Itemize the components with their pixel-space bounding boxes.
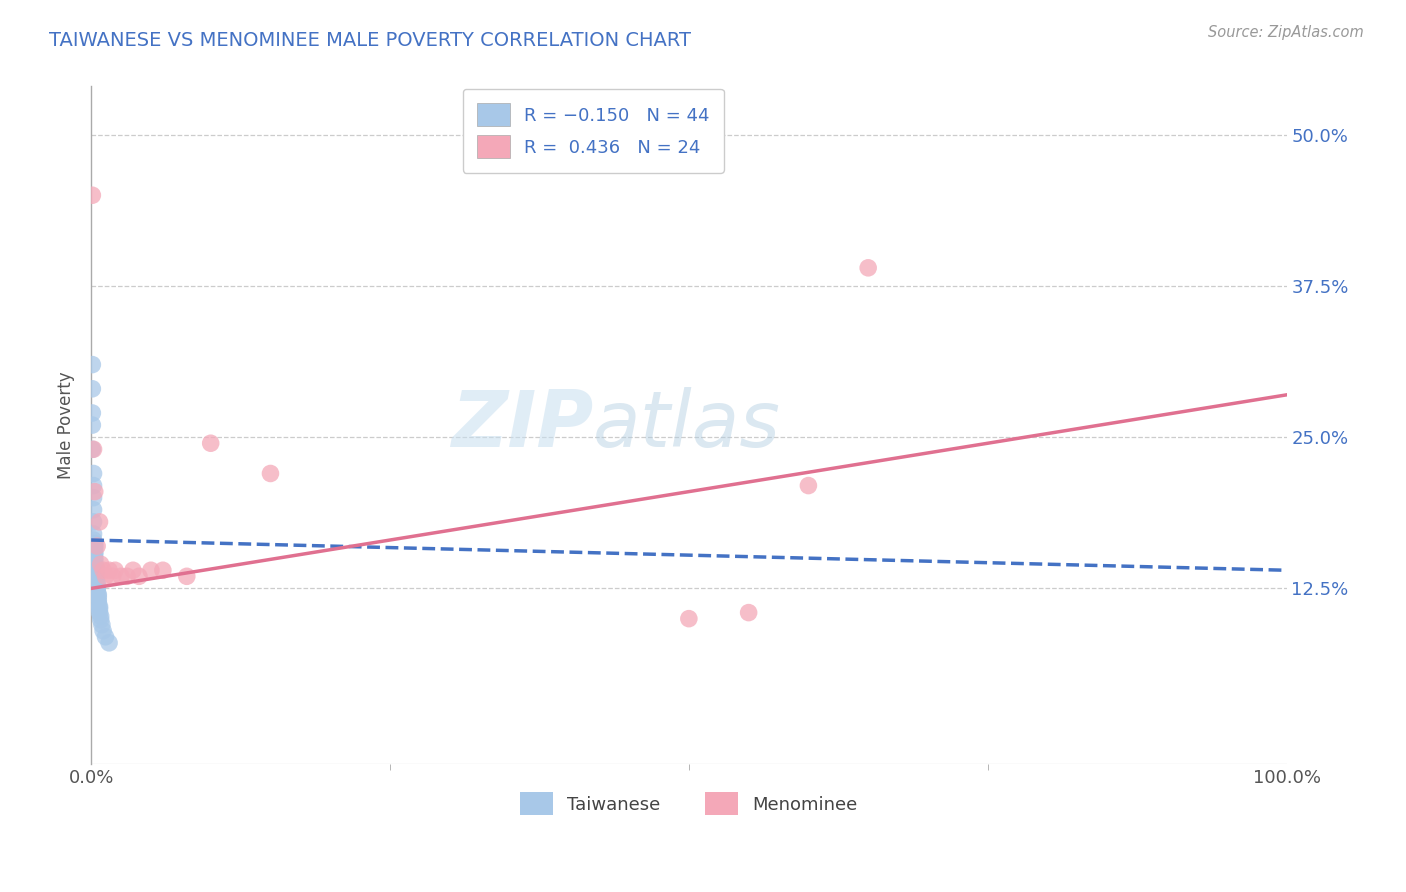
Point <box>797 478 820 492</box>
Point <box>84 569 107 583</box>
Point <box>82 418 104 433</box>
Point <box>83 548 105 562</box>
Point <box>84 562 107 576</box>
Point <box>83 553 105 567</box>
Point <box>82 358 104 372</box>
Point <box>83 491 105 505</box>
Point <box>83 467 105 481</box>
Point <box>86 578 108 592</box>
Point <box>91 624 114 638</box>
Point <box>98 636 121 650</box>
Point <box>110 569 132 583</box>
Point <box>200 436 222 450</box>
Point <box>83 527 105 541</box>
Y-axis label: Male Poverty: Male Poverty <box>58 371 75 479</box>
Point <box>856 260 879 275</box>
Point <box>83 539 105 553</box>
Point <box>86 580 108 594</box>
Text: ZIP: ZIP <box>451 387 593 463</box>
Text: TAIWANESE VS MENOMINEE MALE POVERTY CORRELATION CHART: TAIWANESE VS MENOMINEE MALE POVERTY CORR… <box>49 31 692 50</box>
Point <box>90 609 112 624</box>
Point <box>84 559 107 574</box>
Point <box>122 563 145 577</box>
Point <box>737 606 759 620</box>
Point <box>82 188 104 202</box>
Point <box>128 569 150 583</box>
Point <box>83 515 105 529</box>
Point <box>83 442 105 457</box>
Point <box>139 563 162 577</box>
Legend: Taiwanese, Menominee: Taiwanese, Menominee <box>513 785 865 822</box>
Point <box>87 596 110 610</box>
Point <box>84 566 107 581</box>
Point <box>89 599 111 614</box>
Point <box>82 442 104 457</box>
Point <box>86 575 108 590</box>
Point <box>98 563 121 577</box>
Point <box>89 602 111 616</box>
Point <box>90 617 112 632</box>
Point <box>152 563 174 577</box>
Point <box>84 572 107 586</box>
Point <box>83 536 105 550</box>
Point <box>87 590 110 604</box>
Point <box>87 587 110 601</box>
Point <box>82 382 104 396</box>
Point <box>86 539 108 553</box>
Point <box>91 563 114 577</box>
Point <box>89 515 111 529</box>
Text: Source: ZipAtlas.com: Source: ZipAtlas.com <box>1208 25 1364 40</box>
Point <box>87 593 110 607</box>
Point <box>101 569 124 583</box>
Point <box>86 585 108 599</box>
Point <box>83 478 105 492</box>
Text: atlas: atlas <box>593 387 782 463</box>
Point <box>83 545 105 559</box>
Point <box>83 502 105 516</box>
Point <box>83 551 105 566</box>
Point <box>83 533 105 547</box>
Point <box>82 406 104 420</box>
Point <box>83 558 105 572</box>
Point <box>176 569 198 583</box>
Point <box>86 582 108 597</box>
Point <box>83 484 105 499</box>
Point <box>259 467 281 481</box>
Point <box>115 569 138 583</box>
Point <box>94 569 117 583</box>
Point <box>678 612 700 626</box>
Point <box>104 563 127 577</box>
Point <box>90 558 112 572</box>
Point <box>90 613 112 627</box>
Point <box>84 565 107 579</box>
Point <box>83 541 105 556</box>
Point <box>94 630 117 644</box>
Point <box>89 606 111 620</box>
